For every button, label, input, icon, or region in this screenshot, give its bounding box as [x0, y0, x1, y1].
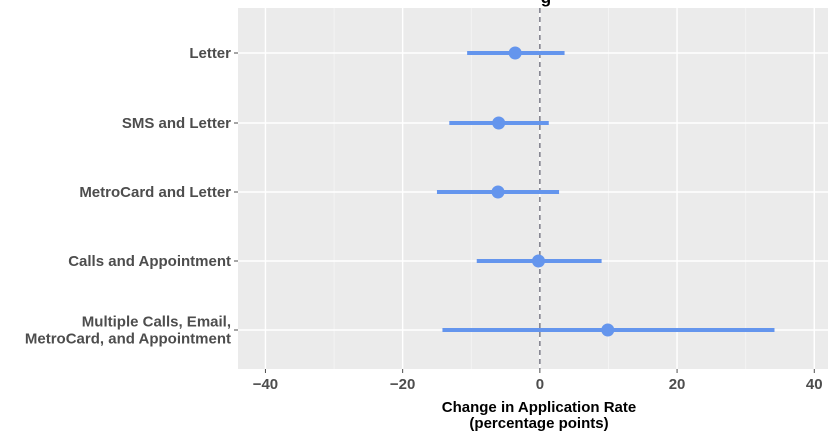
- x-tick-label: 40: [806, 376, 823, 393]
- x-tick-label: −40: [253, 376, 278, 393]
- point-estimate: [531, 254, 545, 268]
- y-tick-label: SMS and Letter: [122, 115, 231, 132]
- x-tick-label: 20: [669, 376, 686, 393]
- x-axis-label-line-1: Change in Application Rate: [442, 399, 636, 416]
- x-tick-label: −20: [390, 376, 415, 393]
- chart-title-fragment: g: [541, 0, 551, 7]
- x-axis: −40 −20 0 20 40: [253, 369, 823, 393]
- point-estimate: [508, 46, 522, 60]
- y-tick-label: MetroCard, and Appointment: [25, 331, 231, 348]
- y-tick-label: MetroCard and Letter: [79, 184, 231, 201]
- x-axis-label-line-2: (percentage points): [469, 415, 608, 431]
- y-tick-label: Multiple Calls, Email,: [82, 314, 231, 331]
- point-estimate: [601, 323, 615, 337]
- plot-panel: [238, 8, 828, 369]
- y-tick-label: Letter: [189, 45, 231, 62]
- x-tick-label: 0: [536, 376, 544, 393]
- data-marks: [436, 46, 775, 337]
- y-axis: Letter SMS and Letter MetroCard and Letter…: [25, 45, 238, 348]
- y-tick-label: Calls and Appointment: [68, 253, 231, 270]
- point-estimate: [492, 116, 506, 130]
- point-estimate: [491, 185, 505, 199]
